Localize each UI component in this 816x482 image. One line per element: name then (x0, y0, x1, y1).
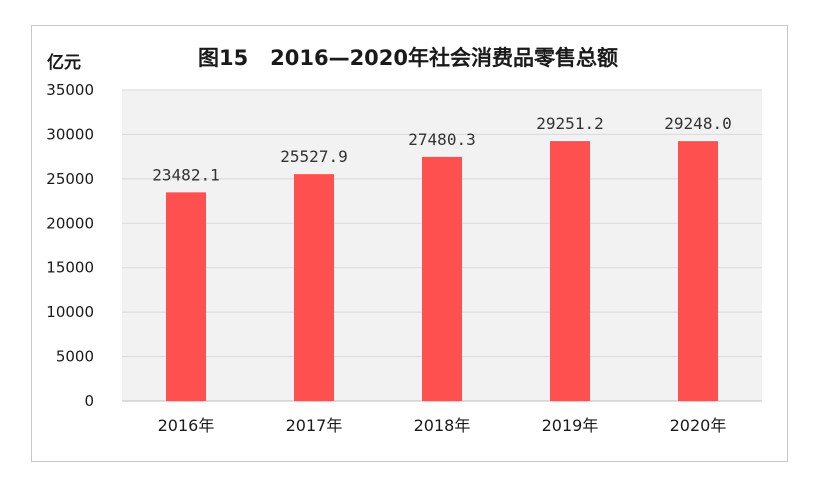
chart-title: 图15 2016—2020年社会消费品零售总额 (197, 46, 619, 70)
y-tick-label: 15000 (46, 259, 94, 277)
bar (422, 156, 462, 401)
x-tick-label: 2019年 (542, 416, 599, 435)
bar (294, 174, 334, 401)
bar (678, 141, 718, 401)
y-axis-unit-label: 亿元 (47, 53, 81, 73)
y-tick-label: 25000 (46, 170, 94, 188)
y-tick-label: 20000 (46, 214, 94, 232)
bar (550, 141, 590, 401)
y-tick-label: 30000 (46, 125, 94, 143)
y-tick-label: 35000 (46, 81, 94, 99)
data-label: 27480.3 (408, 130, 475, 149)
bar (166, 192, 206, 401)
data-label: 29248.0 (664, 114, 731, 133)
y-tick-label: 5000 (56, 348, 94, 366)
data-label: 25527.9 (280, 147, 347, 166)
data-label: 23482.1 (152, 165, 219, 184)
x-tick-label: 2018年 (414, 416, 471, 435)
x-tick-label: 2016年 (158, 416, 215, 435)
y-tick-label: 0 (84, 392, 94, 410)
data-label: 29251.2 (536, 114, 603, 133)
y-tick-label: 10000 (46, 303, 94, 321)
x-tick-label: 2020年 (670, 416, 727, 435)
x-tick-label: 2017年 (286, 416, 343, 435)
